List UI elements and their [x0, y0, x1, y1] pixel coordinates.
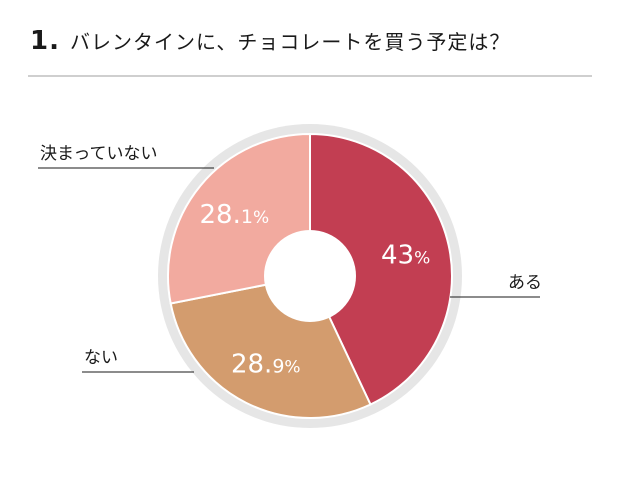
category-label-nai: ない: [84, 348, 118, 368]
title-number: 1.: [30, 26, 60, 56]
donut-hole: [264, 230, 356, 322]
chart-title: 1. バレンタインに、チョコレートを買う予定は？: [30, 26, 510, 56]
category-label-kimatteinai: 決まっていない: [40, 144, 157, 164]
title-text: バレンタインに、チョコレートを買う予定は？: [69, 30, 511, 54]
value-label-kimatteinai: 28.1%: [199, 200, 269, 230]
value-label-nai: 28.9%: [231, 349, 301, 379]
value-label-aru: 43%: [381, 241, 430, 271]
title-divider: [28, 75, 592, 77]
pie-slice-aru: [309, 132, 453, 406]
category-label-aru: ある: [508, 273, 542, 293]
